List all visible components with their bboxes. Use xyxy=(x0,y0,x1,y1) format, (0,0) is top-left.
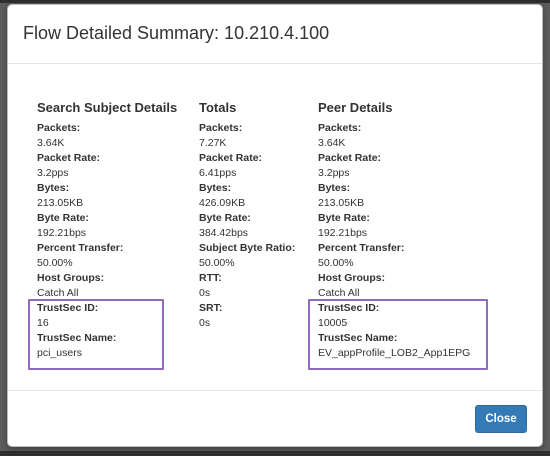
field-value: 7.27K xyxy=(199,137,227,149)
field-value: Catch All xyxy=(318,287,360,299)
column-heading: Peer Details xyxy=(318,100,393,115)
trustsec-name-label: TrustSec Name: xyxy=(37,332,117,344)
trustsec-id-label: TrustSec ID: xyxy=(37,302,99,314)
dialog-body: Search Subject Details Packets: 3.64K Pa… xyxy=(8,65,542,389)
field-value: 192.21bps xyxy=(318,227,368,239)
field-label: Percent Transfer: xyxy=(318,242,405,254)
field-value: Catch All xyxy=(37,287,79,299)
field-value: 213.05KB xyxy=(318,197,365,209)
peer-details-column: Peer Details Packets: 3.64K Packet Rate:… xyxy=(318,100,470,361)
flow-summary-dialog: Flow Detailed Summary: 10.210.4.100 Sear… xyxy=(7,4,543,447)
field-value: 0s xyxy=(199,317,211,329)
field-label: Host Groups: xyxy=(37,272,105,284)
field-value: 192.21bps xyxy=(37,227,87,239)
dialog-footer: Close xyxy=(8,390,542,446)
dialog-title: Flow Detailed Summary: 10.210.4.100 xyxy=(23,23,330,43)
column-heading: Search Subject Details xyxy=(37,100,178,115)
field-label: Byte Rate: xyxy=(37,212,89,224)
field-label: Host Groups: xyxy=(318,272,386,284)
field-value: 213.05KB xyxy=(37,197,84,209)
trustsec-name-value: pci_users xyxy=(37,347,82,359)
field-label: Packets: xyxy=(199,122,243,134)
backdrop-top xyxy=(0,0,550,3)
search-subject-details-column: Search Subject Details Packets: 3.64K Pa… xyxy=(37,100,177,361)
field-label: Packets: xyxy=(318,122,362,134)
field-value: 3.2pps xyxy=(318,167,350,179)
column-heading: Totals xyxy=(199,100,237,115)
field-value: 50.00% xyxy=(199,257,235,269)
field-label: Percent Transfer: xyxy=(37,242,124,254)
totals-column: Totals Packets: 7.27K Packet Rate: 6.41p… xyxy=(199,100,295,331)
field-label: Packet Rate: xyxy=(318,152,382,164)
field-label: SRT: xyxy=(199,302,223,314)
field-value: 384.42bps xyxy=(199,227,249,239)
field-label: Bytes: xyxy=(37,182,70,194)
field-label: Packets: xyxy=(37,122,81,134)
trustsec-name-label: TrustSec Name: xyxy=(318,332,398,344)
trustsec-id-value: 16 xyxy=(37,317,49,329)
close-button[interactable]: Close xyxy=(475,405,527,433)
backdrop-bottom xyxy=(0,451,550,456)
trustsec-id-value: 10005 xyxy=(318,317,348,329)
trustsec-id-label: TrustSec ID: xyxy=(318,302,380,314)
field-value: 3.64K xyxy=(37,137,65,149)
field-label: Packet Rate: xyxy=(199,152,263,164)
field-label: Packet Rate: xyxy=(37,152,101,164)
field-label: Byte Rate: xyxy=(199,212,251,224)
field-label: Bytes: xyxy=(199,182,232,194)
field-label: Byte Rate: xyxy=(318,212,370,224)
peer-trustsec-highlight xyxy=(308,299,488,370)
field-label: Subject Byte Ratio: xyxy=(199,242,296,254)
field-value: 426.09KB xyxy=(199,197,246,209)
dialog-header: Flow Detailed Summary: 10.210.4.100 xyxy=(8,5,542,64)
field-value: 3.64K xyxy=(318,137,346,149)
field-value: 50.00% xyxy=(37,257,73,269)
field-value: 0s xyxy=(199,287,211,299)
subject-trustsec-highlight xyxy=(28,299,164,370)
trustsec-name-value: EV_appProfile_LOB2_App1EPG xyxy=(318,347,471,359)
field-value: 50.00% xyxy=(318,257,354,269)
field-value: 3.2pps xyxy=(37,167,69,179)
field-value: 6.41pps xyxy=(199,167,237,179)
field-label: Bytes: xyxy=(318,182,351,194)
field-label: RTT: xyxy=(199,272,222,284)
